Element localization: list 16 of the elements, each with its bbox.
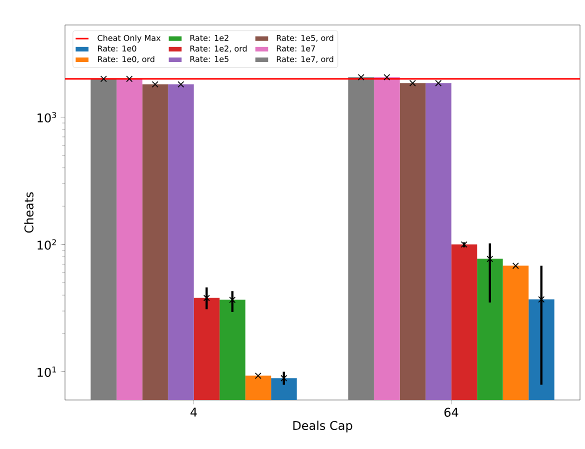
- legend-label: Rate: 1e2: [190, 34, 228, 41]
- legend-label: Rate: 1e5, ord: [276, 34, 334, 42]
- legend-label: Rate: 1e5: [190, 56, 228, 62]
- legend-label: Rate: 1e0, ord: [98, 56, 154, 63]
- legend-label: Cheat Only Max: [98, 34, 161, 43]
- x-tick-label: 4: [190, 408, 197, 417]
- y-axis-title: Cheats: [24, 192, 34, 233]
- x-axis-title: Deals Cap: [293, 420, 352, 432]
- y-tick-label: 10$^{1}$: [38, 366, 56, 377]
- x-tick-label: 64: [444, 408, 458, 417]
- legend-label: Rate: 1e2, ord: [190, 45, 247, 52]
- y-tick-label: 10$^{3}$: [38, 112, 56, 122]
- legend-label: Rate: 1e7: [276, 46, 315, 52]
- legend-label: Rate: 1e0: [98, 45, 136, 52]
- y-tick-label: 10$^{2}$: [38, 239, 56, 250]
- legend-label: Rate: 1e7, ord: [276, 56, 334, 63]
